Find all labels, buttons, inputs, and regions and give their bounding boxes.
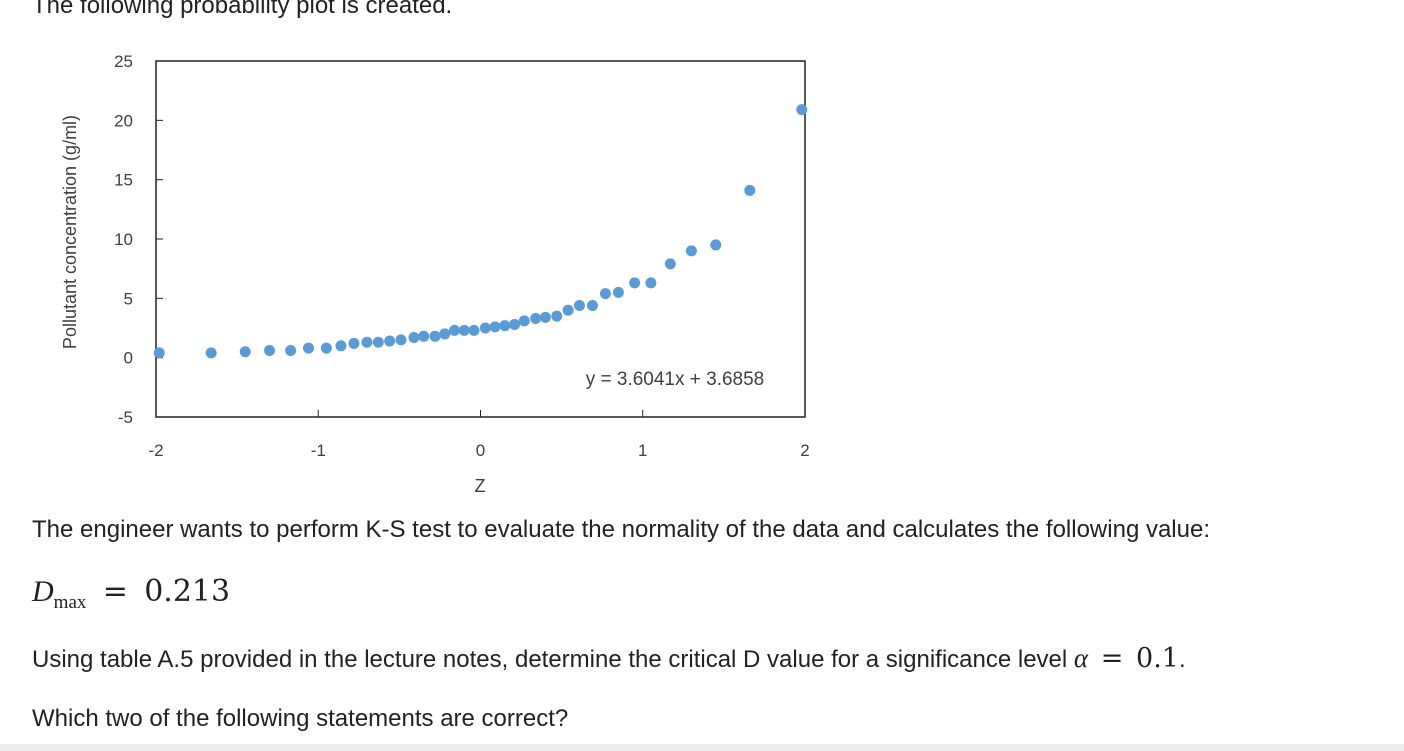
data-point — [509, 318, 521, 330]
data-point — [418, 330, 430, 342]
y-tick-label: 0 — [124, 349, 133, 368]
y-tick-label: 15 — [114, 171, 133, 190]
trendline-label: y = 3.6041x + 3.6858 — [586, 369, 765, 390]
data-point — [744, 184, 756, 196]
data-point — [479, 322, 491, 334]
data-point — [573, 299, 585, 311]
data-point — [285, 345, 297, 357]
data-point — [395, 334, 407, 346]
data-point — [429, 330, 441, 342]
data-point — [384, 335, 396, 347]
alpha-operator: = — [1100, 643, 1124, 674]
data-point — [153, 347, 165, 359]
data-point — [539, 311, 551, 323]
data-point — [320, 342, 332, 354]
data-point — [629, 277, 641, 289]
data-point — [205, 347, 217, 359]
bottom-divider — [0, 744, 1404, 751]
paragraph-critical-value: Using table A.5 provided in the lecture … — [32, 643, 1186, 674]
data-point — [264, 345, 276, 357]
y-tick-label: -5 — [118, 408, 133, 427]
plot-area — [155, 60, 806, 418]
data-point — [239, 346, 251, 358]
data-point — [468, 324, 480, 336]
data-point — [530, 313, 542, 325]
dmax-equation: Dmax = 0.213 — [32, 574, 231, 613]
x-axis-label: Z — [475, 476, 486, 496]
data-point — [685, 245, 697, 257]
data-point — [361, 336, 373, 348]
paragraph-ks-test: The engineer wants to perform K-S test t… — [32, 516, 1211, 543]
data-point — [372, 336, 384, 348]
data-point — [599, 288, 611, 300]
data-point — [664, 258, 676, 270]
data-point — [710, 239, 722, 251]
data-point — [335, 340, 347, 352]
data-point — [645, 277, 657, 289]
data-point — [439, 328, 451, 340]
y-tick-label: 10 — [114, 230, 133, 249]
data-point — [586, 299, 598, 311]
x-tick-label: -2 — [148, 441, 163, 460]
data-point — [551, 310, 563, 322]
x-tick-label: 2 — [800, 441, 809, 460]
equation-subscript: max — [53, 592, 87, 613]
intro-text: The following probability plot is create… — [32, 0, 453, 19]
data-points — [153, 104, 808, 359]
alpha-symbol: α — [1073, 643, 1089, 673]
x-tick-label: -1 — [311, 441, 326, 460]
data-point — [348, 337, 360, 349]
equation-value: 0.213 — [144, 574, 231, 609]
x-axis-tick-labels: -2 -1 0 1 2 — [148, 441, 809, 460]
data-point — [408, 331, 420, 343]
x-tick-label: 0 — [476, 441, 485, 460]
x-axis-ticks — [155, 410, 806, 417]
data-point — [562, 304, 574, 316]
y-tick-label: 20 — [114, 111, 133, 130]
data-point — [518, 315, 530, 327]
data-point — [303, 342, 315, 354]
data-point — [612, 286, 624, 298]
data-point — [499, 320, 511, 332]
probability-plot: -2 -1 0 1 2 -5 0 5 10 15 20 25 y = 3.6041x + 3.685… — [60, 52, 810, 496]
y-tick-label: 25 — [114, 52, 133, 71]
data-point — [796, 104, 808, 116]
question-text: Which two of the following statements ar… — [32, 705, 569, 732]
y-tick-label: 5 — [124, 289, 133, 308]
x-tick-label: 1 — [638, 441, 647, 460]
paragraph-critical-value-text: Using table A.5 provided in the lecture … — [32, 646, 1074, 673]
data-point — [489, 321, 501, 333]
sentence-end: . — [1179, 646, 1186, 673]
y-axis-tick-labels: -5 0 5 10 15 20 25 — [114, 52, 133, 427]
alpha-value: 0.1 — [1136, 643, 1179, 674]
data-point — [458, 324, 470, 336]
equation-symbol: D — [32, 575, 54, 608]
y-axis-label: Pollutant concentration (g/ml) — [60, 115, 80, 349]
data-point — [449, 324, 461, 336]
equation-operator: = — [102, 574, 128, 609]
